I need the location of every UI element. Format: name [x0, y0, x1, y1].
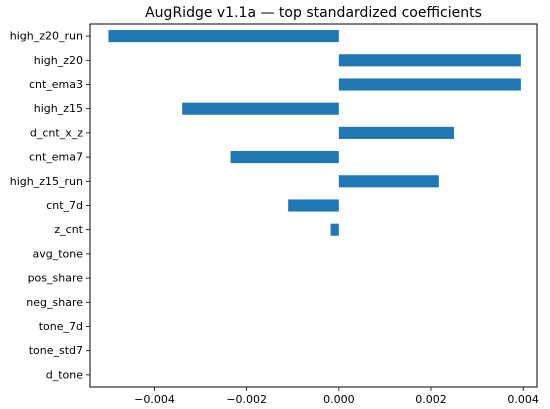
bar-high_z15 [182, 102, 339, 115]
y-tick-label: tone_std7 [29, 344, 83, 357]
y-tick-label: cnt_ema3 [29, 78, 83, 91]
bar-cnt_7d [288, 199, 339, 212]
x-tick-label: 0.002 [415, 393, 447, 406]
x-tick-label: −0.004 [134, 393, 175, 406]
y-tick-label: cnt_ema7 [29, 151, 83, 164]
bar-z_cnt [330, 223, 339, 236]
x-tick-label: 0.000 [323, 393, 355, 406]
bar-high_z15_run [338, 175, 439, 188]
x-tick-label: −0.002 [226, 393, 267, 406]
bar-high_z20 [338, 54, 521, 67]
y-tick-label: avg_tone [32, 247, 83, 260]
chart-title: AugRidge v1.1a — top standardized coeffi… [145, 5, 482, 21]
y-tick-label: z_cnt [54, 223, 83, 236]
bars-group [108, 30, 521, 236]
y-tick-label: tone_7d [39, 320, 83, 333]
y-tick-label: d_tone [46, 368, 83, 381]
x-tick-labels: −0.004 −0.002 0.000 0.002 0.004 [134, 387, 539, 406]
y-tick-label: high_z15_run [10, 175, 83, 188]
y-tick-label: high_z15 [34, 102, 83, 115]
bar-high_z20_run [108, 30, 339, 43]
y-tick-label: neg_share [26, 296, 83, 309]
y-tick-label: high_z20 [34, 54, 83, 67]
y-tick-labels: high_z20_run high_z20 cnt_ema3 high_z15 d_cn… [10, 30, 90, 381]
bar-d_cnt_x_z [338, 126, 455, 139]
bar-cnt_ema7 [230, 151, 339, 164]
y-tick-label: high_z20_run [10, 30, 83, 43]
plot-frame [89, 23, 538, 388]
y-tick-label: d_cnt_x_z [30, 126, 83, 139]
x-tick-label: 0.004 [507, 393, 539, 406]
y-tick-label: pos_share [28, 272, 84, 285]
y-tick-label: cnt_7d [46, 199, 83, 212]
bar-cnt_ema3 [338, 78, 521, 91]
